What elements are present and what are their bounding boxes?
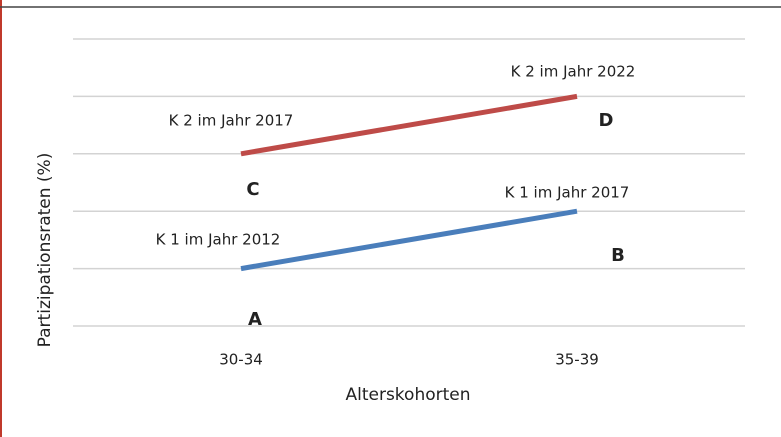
annotation: D xyxy=(599,110,614,131)
annotation: B xyxy=(611,245,625,266)
series-line xyxy=(240,93,578,157)
x-tick-label: 30-34 xyxy=(219,351,263,369)
x-axis-title: Alterskohorten xyxy=(345,385,470,405)
annotation: K 2 im Jahr 2022 xyxy=(511,63,636,81)
annotation: C xyxy=(246,179,259,200)
annotation: A xyxy=(248,309,262,330)
annotation: K 1 im Jahr 2017 xyxy=(505,184,630,202)
y-axis-title: Partizipationsraten (%) xyxy=(35,153,55,348)
annotation: K 1 im Jahr 2012 xyxy=(156,231,281,249)
annotation: K 2 im Jahr 2017 xyxy=(169,112,294,130)
series-line xyxy=(240,208,578,272)
x-tick-label: 35-39 xyxy=(555,351,599,369)
